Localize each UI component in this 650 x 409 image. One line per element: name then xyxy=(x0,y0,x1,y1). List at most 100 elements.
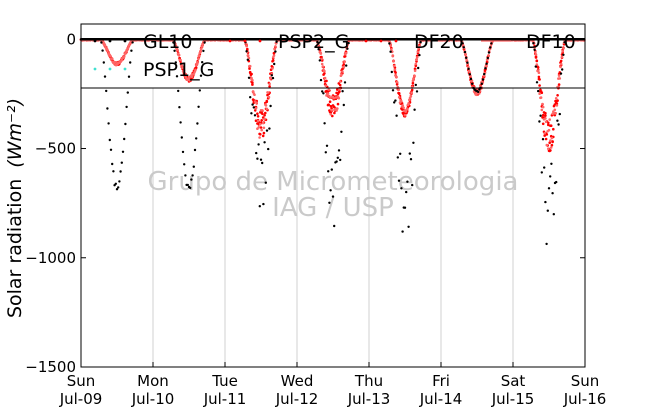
point xyxy=(261,121,265,125)
point xyxy=(343,60,346,63)
point xyxy=(410,85,414,89)
point xyxy=(403,113,407,117)
point xyxy=(328,201,331,204)
point xyxy=(345,64,348,67)
point xyxy=(190,75,194,78)
point xyxy=(177,89,180,93)
point xyxy=(395,80,399,84)
point xyxy=(464,53,467,56)
legend-entry-df20: DF20 xyxy=(364,31,464,53)
point xyxy=(247,56,251,60)
y-axis-label: Solar radiation (Wm⁻²) xyxy=(4,98,26,318)
point xyxy=(321,90,324,93)
point xyxy=(552,213,555,216)
point xyxy=(109,54,112,58)
point xyxy=(250,112,253,115)
point xyxy=(183,163,186,166)
point xyxy=(112,170,115,173)
point xyxy=(256,157,259,160)
point xyxy=(415,58,418,62)
point xyxy=(255,101,258,105)
point xyxy=(399,152,402,155)
legend-label-psp2-g: PSP2_G xyxy=(278,31,349,53)
point xyxy=(327,103,331,106)
point xyxy=(532,42,535,45)
point xyxy=(347,41,350,45)
point xyxy=(485,62,488,65)
point xyxy=(327,88,331,91)
point xyxy=(333,224,336,228)
x-tick-label-day: Tue xyxy=(211,372,238,390)
point xyxy=(190,178,193,181)
point xyxy=(417,47,421,50)
point xyxy=(329,189,332,192)
point xyxy=(324,84,328,87)
point xyxy=(489,46,492,49)
point xyxy=(336,107,339,110)
point xyxy=(174,45,178,48)
point xyxy=(342,103,345,107)
point xyxy=(412,77,415,81)
point xyxy=(251,83,254,86)
point xyxy=(336,88,339,91)
x-tick-label-date: Jul-09 xyxy=(59,390,103,408)
point xyxy=(261,134,265,138)
point xyxy=(335,160,338,163)
point xyxy=(548,141,551,144)
point xyxy=(115,188,119,191)
point xyxy=(396,156,399,159)
point xyxy=(555,180,558,184)
point xyxy=(534,55,538,58)
point xyxy=(179,58,182,62)
point xyxy=(329,113,333,116)
point xyxy=(246,54,250,57)
point xyxy=(416,50,420,54)
point xyxy=(411,79,415,83)
point xyxy=(325,144,329,147)
point xyxy=(191,174,194,177)
point xyxy=(253,114,257,117)
x-tick-label-day: Sat xyxy=(501,372,526,390)
point xyxy=(535,81,539,84)
point xyxy=(203,41,206,44)
point xyxy=(268,82,271,86)
point xyxy=(397,179,401,182)
point xyxy=(389,50,392,53)
point xyxy=(330,109,333,112)
point xyxy=(257,126,261,129)
point xyxy=(557,74,561,77)
point xyxy=(251,103,254,106)
point xyxy=(395,75,398,79)
point xyxy=(405,107,409,110)
point xyxy=(392,59,395,63)
point xyxy=(536,69,540,72)
point xyxy=(273,62,276,66)
point xyxy=(272,54,276,57)
point xyxy=(544,114,547,117)
point xyxy=(251,78,254,82)
point xyxy=(261,161,264,165)
watermark-line-2: IAG / USP xyxy=(272,193,394,223)
point xyxy=(250,76,253,80)
legend-label-gl10: GL10 xyxy=(143,31,193,53)
point xyxy=(267,147,270,151)
point xyxy=(551,140,554,143)
x-tick-label-day: Fri xyxy=(432,372,450,390)
point xyxy=(271,60,274,63)
point xyxy=(264,104,268,107)
point xyxy=(340,130,343,133)
point xyxy=(336,102,340,106)
x-tick-label-date: Jul-10 xyxy=(131,390,175,408)
point xyxy=(343,55,346,58)
point xyxy=(196,122,199,125)
point xyxy=(105,89,108,93)
point xyxy=(410,91,413,95)
point xyxy=(274,50,277,53)
point xyxy=(483,72,486,76)
point xyxy=(342,65,346,69)
point xyxy=(556,119,559,122)
point xyxy=(547,147,550,150)
point xyxy=(175,75,179,78)
point xyxy=(543,166,546,169)
point xyxy=(407,102,410,105)
